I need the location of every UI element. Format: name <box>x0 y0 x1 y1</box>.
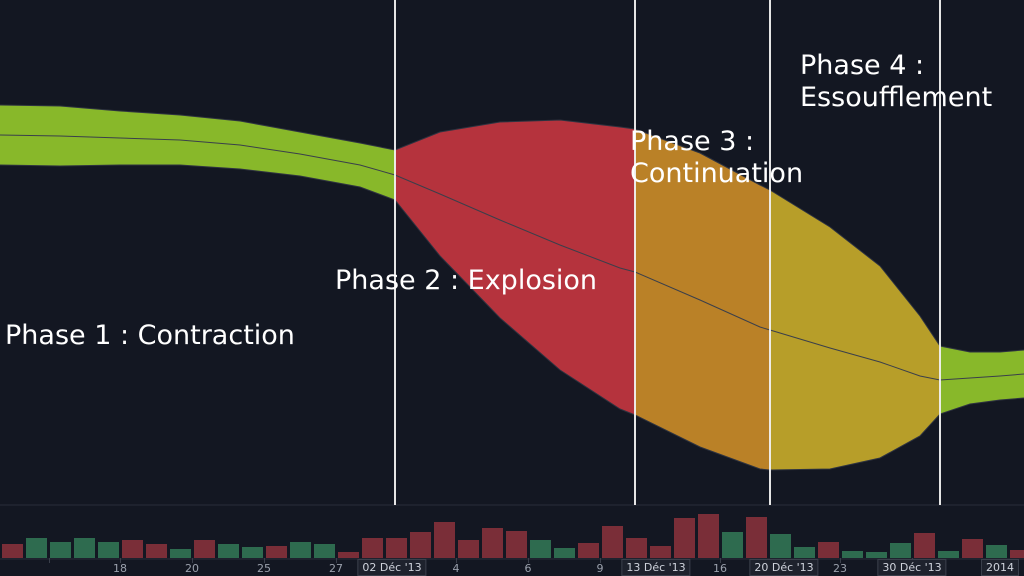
volume-bar <box>314 544 335 558</box>
volume-bar <box>770 534 791 558</box>
volume-bar <box>914 533 935 558</box>
volume-bar <box>1010 550 1024 558</box>
axis-minor-label: 9 <box>597 562 604 575</box>
volume-bar <box>98 542 119 558</box>
volume-bar <box>866 552 887 558</box>
volume-bar <box>74 538 95 558</box>
volume-bars-svg <box>0 0 1024 576</box>
axis-major-label: 13 Déc '13 <box>621 559 690 576</box>
volume-bar <box>266 546 287 558</box>
volume-bar <box>818 542 839 558</box>
volume-bar <box>50 542 71 558</box>
volume-bar <box>242 547 263 558</box>
volume-bar <box>434 522 455 558</box>
volume-bar <box>290 542 311 558</box>
volume-bar <box>938 551 959 558</box>
volume-bar <box>458 540 479 558</box>
axis-minor-label: 23 <box>833 562 847 575</box>
volume-bar <box>674 518 695 558</box>
volume-bar <box>218 544 239 558</box>
volume-bar <box>410 532 431 558</box>
volume-bar <box>2 544 23 558</box>
volume-bar <box>146 544 167 558</box>
axis-minor-label: 6 <box>525 562 532 575</box>
volume-bar <box>842 551 863 558</box>
volume-bar <box>194 540 215 558</box>
volume-bar <box>794 547 815 558</box>
axis-minor-label: 25 <box>257 562 271 575</box>
axis-minor-label: 27 <box>329 562 343 575</box>
phase-chart: Phase 1 : ContractionPhase 2 : Explosion… <box>0 0 1024 576</box>
axis-major-label: 2014 <box>981 559 1019 576</box>
volume-bar <box>746 517 767 558</box>
volume-bar <box>122 540 143 558</box>
volume-bar <box>386 538 407 558</box>
volume-bar <box>26 538 47 558</box>
axis-minor-label: 16 <box>713 562 727 575</box>
axis-minor-label: 18 <box>113 562 127 575</box>
volume-bar <box>986 545 1007 558</box>
axis-major-label: 30 Déc '13 <box>877 559 946 576</box>
volume-bar <box>962 539 983 558</box>
volume-bar <box>578 543 599 558</box>
volume-bar <box>530 540 551 558</box>
axis-major-label: 02 Déc '13 <box>357 559 426 576</box>
axis-minor-label: 20 <box>185 562 199 575</box>
volume-bar <box>554 548 575 558</box>
volume-bar <box>362 538 383 558</box>
volume-bar <box>698 514 719 558</box>
volume-bar <box>482 528 503 558</box>
volume-bar <box>170 549 191 558</box>
volume-bar <box>506 531 527 558</box>
volume-bar <box>650 546 671 558</box>
volume-bar <box>626 538 647 558</box>
volume-bar <box>890 543 911 558</box>
volume-bar <box>722 532 743 558</box>
volume-bar <box>602 526 623 558</box>
volume-bar <box>338 552 359 558</box>
axis-major-label: 20 Déc '13 <box>749 559 818 576</box>
axis-minor-label: 4 <box>453 562 460 575</box>
axis-tick <box>49 558 50 563</box>
